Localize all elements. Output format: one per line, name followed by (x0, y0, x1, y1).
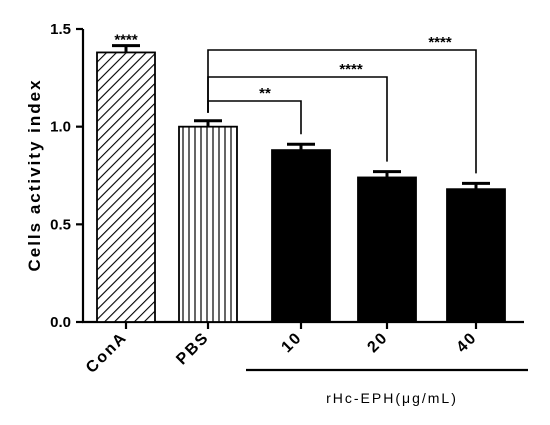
x-tick-label: 40 (453, 329, 480, 356)
y-axis: 0.0 0.5 1.0 1.5 (50, 21, 85, 331)
significance-label: **** (428, 34, 452, 51)
x-tick-label: PBS (173, 329, 213, 369)
y-tick-label: 1.0 (50, 119, 71, 136)
y-tick-label: 0.0 (50, 314, 71, 331)
group-bracket: rHc-EPH(μg/mL) (246, 368, 528, 406)
significance-label: ** (259, 85, 271, 102)
significance-bracket (207, 49, 477, 174)
x-tick-label: ConA (83, 329, 131, 377)
error-bars (112, 44, 490, 190)
x-tick-label: 10 (278, 329, 305, 356)
significance-annotations: ************** (114, 32, 477, 174)
bars (96, 51, 506, 323)
significance-label: **** (339, 61, 363, 78)
bar (446, 188, 506, 323)
significance-label: **** (114, 32, 138, 49)
x-axis: ConA PBS 10 20 40 (82, 320, 524, 377)
bar (357, 176, 417, 323)
x-tick-label: 20 (364, 329, 391, 356)
bar (178, 125, 238, 323)
bar (96, 51, 156, 323)
bar (271, 149, 331, 323)
y-tick-label: 1.5 (50, 21, 71, 38)
group-label: rHc-EPH(μg/mL) (326, 390, 458, 406)
y-tick-label: 0.5 (50, 216, 71, 233)
y-axis-title: Cells activity index (25, 78, 44, 271)
